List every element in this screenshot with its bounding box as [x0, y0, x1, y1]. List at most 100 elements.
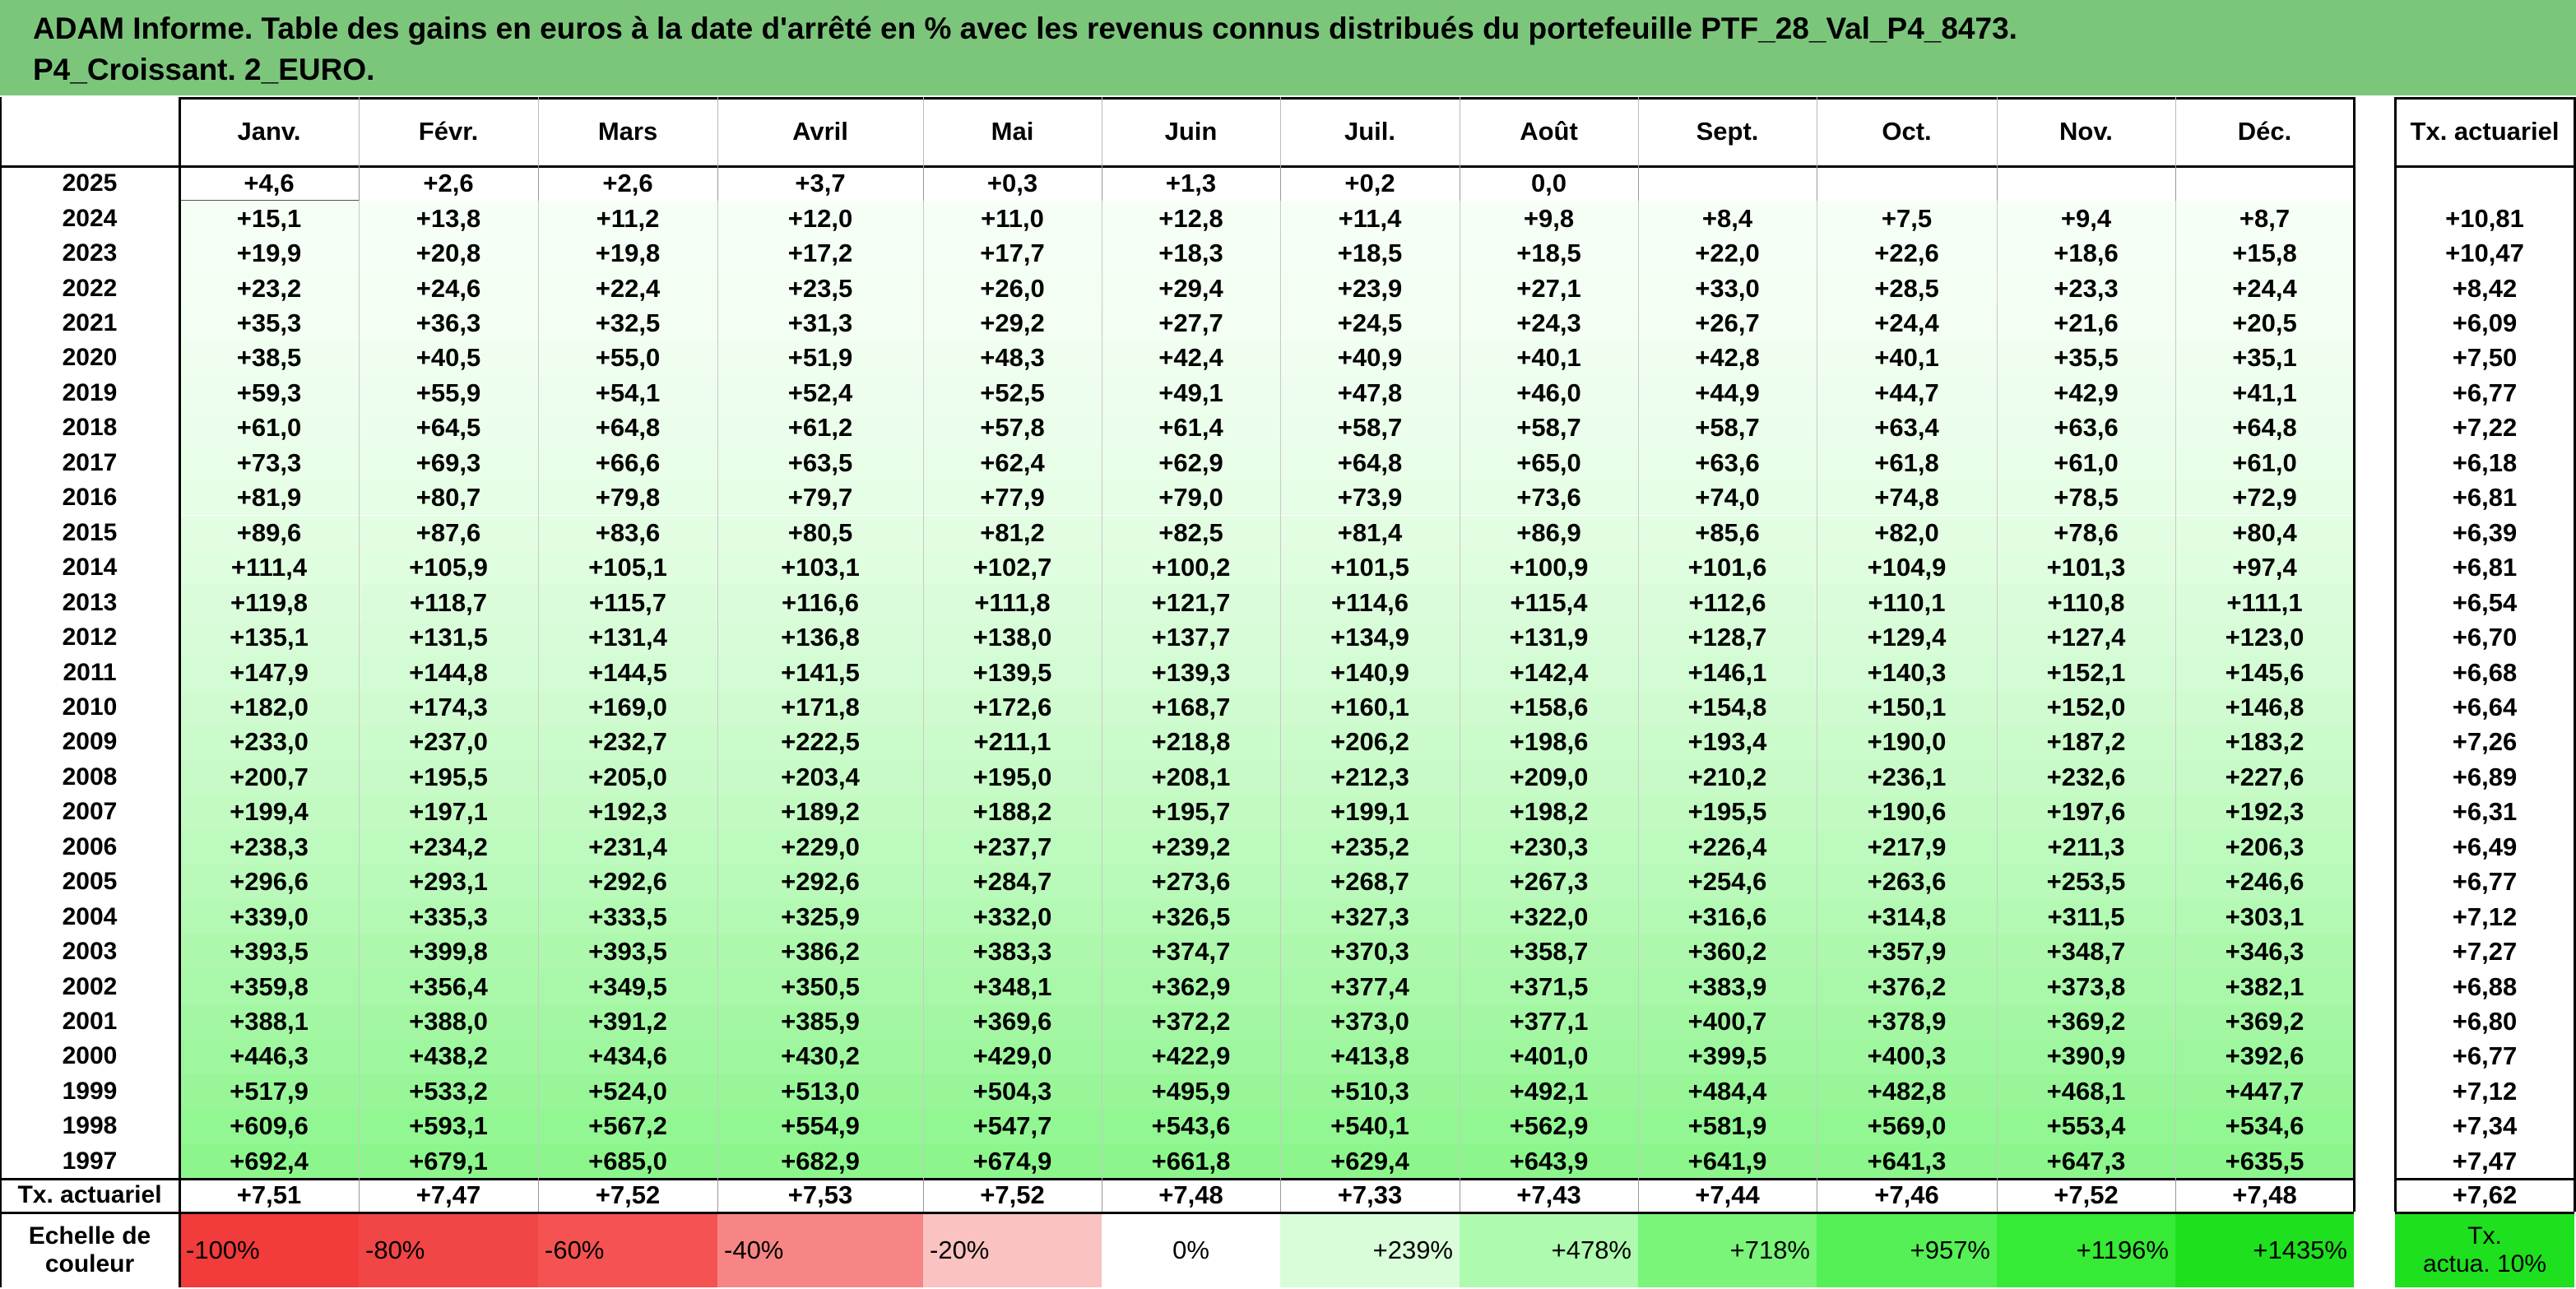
table-row — [179, 235, 2354, 271]
value-cell: +303,1 — [2225, 902, 2304, 931]
table-row — [179, 410, 2354, 446]
row-year: 2016 — [62, 484, 118, 512]
footer-value: +7,48 — [2232, 1180, 2297, 1210]
table-row — [179, 515, 2354, 550]
value-cell: +311,5 — [2047, 902, 2125, 931]
row-rate: +6,70 — [2452, 623, 2518, 652]
value-cell: +635,5 — [2225, 1146, 2304, 1175]
value-cell: +136,8 — [781, 623, 860, 652]
scale-swatch: +478% — [1460, 1213, 1638, 1287]
scale-swatch: -80% — [359, 1213, 538, 1287]
row-year: 2000 — [62, 1042, 118, 1070]
footer-value: +7,47 — [415, 1180, 481, 1210]
row-year: 2004 — [62, 902, 118, 930]
rate-header-top-border — [2395, 97, 2574, 100]
value-cell: +22,0 — [1695, 239, 1760, 268]
month-header: Mars — [597, 117, 658, 146]
value-cell: +24,5 — [1337, 308, 1403, 338]
rate-header-bottom-border — [2395, 165, 2574, 168]
value-cell: +131,5 — [409, 623, 488, 652]
value-cell: +129,4 — [1867, 623, 1947, 652]
value-cell: +390,9 — [2046, 1041, 2126, 1071]
value-cell: +128,7 — [1687, 623, 1767, 652]
value-cell — [1817, 166, 1997, 201]
row-rate: +7,12 — [2452, 902, 2518, 931]
value-cell: +142,4 — [1509, 657, 1589, 687]
row-rate: +10,47 — [2445, 239, 2524, 268]
scale-swatch: -20% — [923, 1213, 1102, 1287]
value-cell: +434,6 — [588, 1041, 667, 1071]
value-cell: +83,6 — [595, 517, 661, 547]
value-cell: +23,2 — [236, 273, 302, 303]
year-col-border — [179, 97, 181, 1287]
value-cell: +104,9 — [1867, 553, 1947, 582]
value-cell: +190,6 — [1867, 797, 1947, 827]
value-cell: +393,5 — [230, 937, 309, 967]
value-cell: +33,0 — [1695, 273, 1760, 303]
value-cell: +44,9 — [1695, 378, 1760, 407]
month-col-body-border — [538, 201, 539, 1180]
value-cell: +114,6 — [1331, 587, 1409, 617]
row-year: 2020 — [62, 344, 118, 372]
table-row — [179, 1109, 2354, 1144]
value-cell: +81,2 — [980, 517, 1045, 547]
month-col-body-border — [1638, 201, 1639, 1180]
value-cell: +253,5 — [2046, 867, 2126, 897]
value-cell: +101,6 — [1687, 553, 1767, 582]
value-cell: +87,6 — [415, 517, 481, 547]
month-col-border — [2175, 97, 2176, 166]
row-rate: +6,64 — [2452, 692, 2518, 721]
month-col-border — [359, 97, 360, 166]
value-cell: +150,1 — [1867, 692, 1947, 721]
table-row — [179, 795, 2354, 830]
row-rate: +7,34 — [2452, 1111, 2518, 1141]
row-year: 2007 — [62, 798, 118, 826]
footer-value: +7,52 — [980, 1180, 1045, 1210]
row-rate: +6,77 — [2452, 1041, 2518, 1071]
value-cell: +79,7 — [787, 483, 853, 512]
value-cell: +121,7 — [1151, 587, 1231, 617]
value-cell: +85,6 — [1695, 517, 1760, 547]
value-cell: +51,9 — [787, 343, 853, 373]
value-cell: +188,2 — [972, 797, 1052, 827]
value-cell: +235,2 — [1330, 832, 1409, 861]
value-cell: +232,7 — [588, 727, 667, 757]
value-cell: +268,7 — [1330, 867, 1409, 897]
value-cell: +18,5 — [1516, 239, 1581, 268]
value-cell: +110,1 — [1868, 587, 1946, 617]
value-cell: +190,0 — [1867, 727, 1947, 757]
scale-swatch: +1196% — [1997, 1213, 2175, 1287]
value-cell: +198,6 — [1509, 727, 1589, 757]
value-cell: +482,8 — [1867, 1076, 1947, 1106]
value-cell: +293,1 — [409, 867, 488, 897]
value-cell: +199,4 — [230, 797, 309, 827]
value-cell: +169,0 — [588, 692, 667, 721]
value-cell: +140,3 — [1867, 657, 1947, 687]
value-cell: +206,3 — [2225, 832, 2304, 861]
table-row — [179, 201, 2354, 236]
row-rate: +6,09 — [2452, 308, 2518, 338]
row-rate: +6,18 — [2452, 447, 2518, 477]
value-cell: +81,9 — [236, 483, 302, 512]
month-col-body-border — [923, 201, 924, 1180]
value-cell: +20,8 — [415, 239, 481, 268]
footer-value: +7,48 — [1158, 1180, 1223, 1210]
row-year: 2010 — [62, 693, 118, 721]
month-header: Mai — [991, 117, 1034, 146]
value-cell: +131,4 — [588, 623, 667, 652]
value-cell: +362,9 — [1151, 971, 1231, 1001]
value-cell: +141,5 — [781, 657, 860, 687]
value-cell: +547,7 — [972, 1111, 1052, 1141]
value-cell: +370,3 — [1330, 937, 1409, 967]
first-row-col-border — [923, 166, 924, 202]
gains-table: Janv. Févr. Mars Avril Mai Juin Juil. Août Sept.… — [0, 95, 2576, 1289]
row-year: 2012 — [62, 624, 118, 651]
report-title-line-1: ADAM Informe. Table des gains en euros à… — [33, 12, 2017, 45]
value-cell: +41,1 — [2232, 378, 2297, 407]
value-cell: +82,5 — [1158, 517, 1223, 547]
value-cell: +78,5 — [2054, 483, 2119, 512]
value-cell: +116,6 — [782, 587, 859, 617]
value-cell: +205,0 — [588, 762, 667, 791]
value-cell: +199,1 — [1330, 797, 1409, 827]
value-cell: +69,3 — [415, 447, 481, 477]
